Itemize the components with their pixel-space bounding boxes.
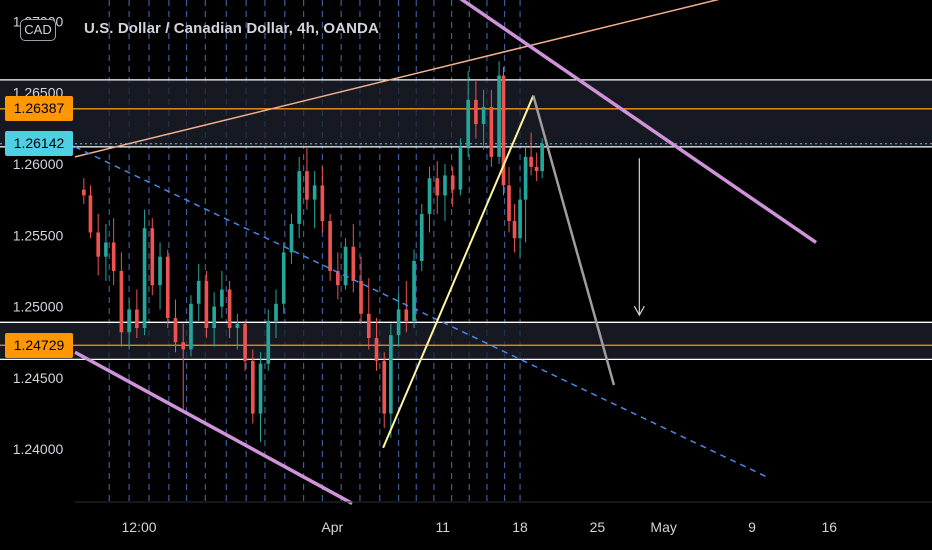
rising-leg-line [382,95,535,449]
candle-up [540,143,544,172]
candle-up [142,228,147,329]
candle-up [258,363,263,414]
price-label: 1.24729 [5,332,73,358]
x-tick-label: 16 [822,519,838,535]
x-tick-label: 11 [435,519,450,535]
candle-down [450,175,455,190]
x-tick-label: 18 [512,519,528,535]
y-tick-label: 1.25500 [13,227,64,243]
candle-down [227,289,232,329]
candle-up [212,306,216,329]
price-label: 1.26142 [5,131,73,157]
candle-down [328,221,332,271]
candle-up [443,175,447,196]
candle-down [181,342,186,350]
candle-down [474,99,478,125]
candle-up [412,260,416,321]
candle-up [281,252,286,304]
candle-down [243,323,247,361]
candle-up [497,75,501,157]
x-tick-label: 9 [748,519,756,535]
candle-up [266,320,271,364]
candle-down [534,166,539,172]
candle-down [82,189,86,196]
chart-title: U.S. Dollar / Canadian Dollar, 4h, OANDA [84,20,379,37]
resistance-zone [0,79,932,147]
candle-up [274,303,278,321]
candle-down [150,228,155,286]
candle-down [404,309,409,321]
candle-down [135,309,139,329]
candle-down [382,360,387,414]
candle-up [458,146,463,190]
support-zone [0,322,932,360]
candle-down [165,256,170,319]
candle-down [501,75,506,186]
candle-down [88,195,93,233]
y-tick-label: 1.24000 [13,441,64,457]
candle-down [351,246,356,281]
currency-badge[interactable]: CAD [20,19,56,41]
candle-down [119,270,124,333]
x-tick-label: Apr [321,519,343,535]
vertical-dashed-lines [108,0,521,502]
candle-down [250,360,255,414]
upper-trendline [74,0,720,158]
candle-up [104,242,108,257]
candle-down [173,318,178,343]
candle-up [427,178,432,214]
x-tick-label: 12:00 [122,519,157,535]
candle-up [396,309,401,336]
candlesticks [82,61,544,443]
candle-down [435,178,440,196]
horizontal-zones [0,79,932,361]
candle-down [359,280,363,314]
candle-down [374,337,379,361]
candle-up [220,289,224,307]
candle-down [336,270,340,286]
candle-down [204,280,209,329]
y-tick-label: 1.25000 [13,299,64,315]
candle-down [111,242,116,271]
time-axis[interactable]: 12:00 Apr 11 18 25 May 9 16 [122,519,838,535]
candle-down [96,232,101,257]
candle-down [320,185,325,222]
candle-up [518,199,522,239]
candle-up [297,171,302,224]
candle-up [481,106,486,125]
y-tick-label: 1.24500 [13,370,64,386]
channel-upper-line [459,0,818,244]
trend-drawings [74,0,818,505]
candle-up [158,256,162,286]
candle-up [312,185,317,200]
candle-up [196,280,201,304]
dashed-trendline [74,146,769,479]
candle-up [189,303,193,350]
candle-up [289,223,294,253]
channel-lower-line [74,350,354,505]
candle-down [507,185,511,222]
candle-down [305,171,309,200]
candle-down [366,313,371,338]
candle-down [529,156,533,167]
candle-up [235,323,240,329]
x-tick-label: 25 [590,519,606,535]
candle-down [512,221,517,239]
price-label: 1.26387 [5,96,73,122]
connector-line [532,95,616,386]
candle-down [489,106,494,157]
candle-up [419,213,424,261]
candle-up [343,246,348,286]
candle-up [127,309,131,333]
candle-up [389,335,393,414]
x-tick-label: May [650,519,676,535]
candle-up [466,99,470,147]
target-arrow-head [633,305,645,317]
y-tick-label: 1.26000 [13,156,64,172]
candle-up [523,156,528,200]
